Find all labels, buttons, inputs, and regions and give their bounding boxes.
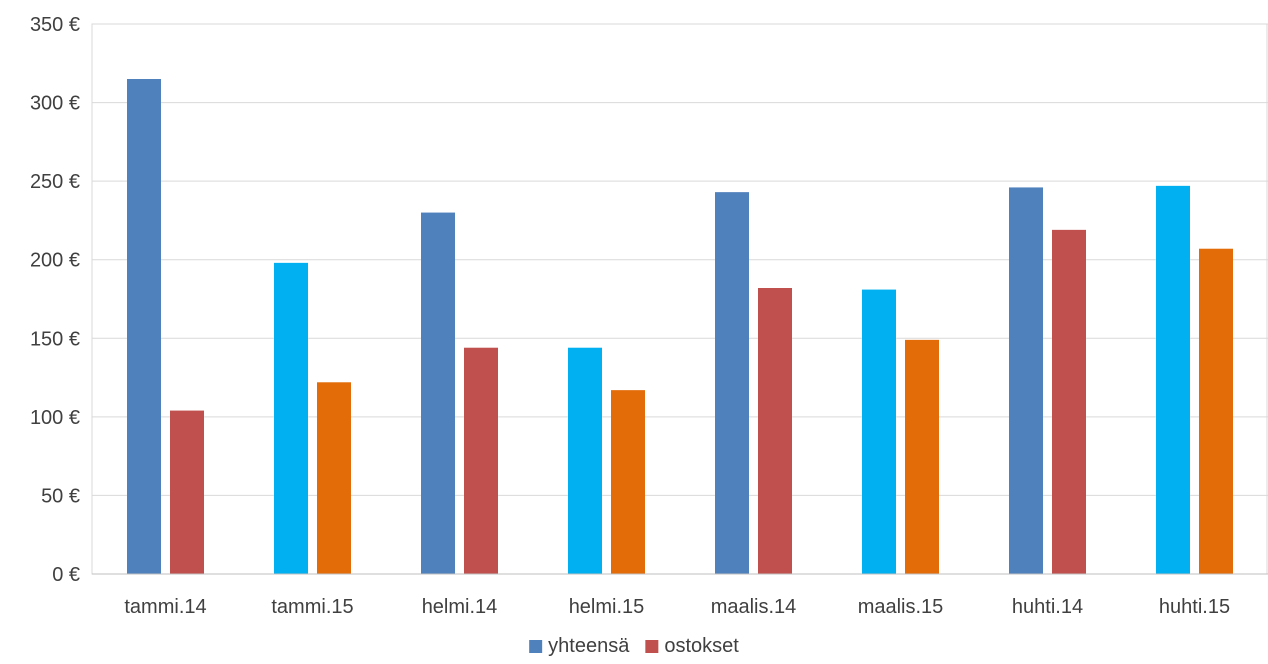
bar-ostokset-huhti.15 [1199,248,1233,574]
legend-swatch-yhteensä [529,640,543,653]
x-tick-label: tammi.14 [124,596,206,618]
bar-ostokset-tammi.14 [170,410,204,574]
bar-ostokset-helmi.14 [464,347,498,574]
y-tick-label: 350 € [30,14,80,36]
y-tick-label: 250 € [30,171,80,193]
bar-yhteensä-helmi.14 [421,212,455,575]
bar-ostokset-tammi.15 [317,382,351,574]
bar-yhteensä-huhti.14 [1009,187,1043,574]
y-tick-label: 150 € [30,328,80,350]
bar-yhteensä-huhti.15 [1156,185,1190,574]
bar-yhteensä-tammi.14 [127,79,161,574]
bar-ostokset-maalis.15 [905,339,939,574]
gridlines [92,23,1268,496]
y-tick-label: 0 € [52,564,80,586]
bar-yhteensä-maalis.15 [862,289,896,574]
legend-label: ostokset [664,635,739,657]
y-tick-label: 300 € [30,93,80,115]
bar-yhteensä-helmi.15 [568,347,602,574]
y-tick-label: 50 € [41,485,80,507]
x-tick-label: maalis.14 [711,596,797,618]
plot-frame [91,23,1268,575]
legend: yhteensä ostokset [529,635,739,657]
bar-yhteensä-maalis.14 [715,192,749,574]
x-axis-tick-labels: tammi.14 tammi.15 helmi.14 helmi.15 maalis.1… [124,596,1230,618]
y-tick-label: 200 € [30,250,80,272]
axes [91,23,1268,575]
x-tick-label: huhti.14 [1012,596,1083,618]
legend-label: yhteensä [548,635,630,657]
x-tick-label: tammi.15 [271,596,353,618]
x-tick-label: huhti.15 [1159,596,1230,618]
y-axis-tick-labels: 0 € 50 € 100 € 150 € 200 € 250 € 300 € 350 € [30,14,80,586]
bars [127,79,1233,575]
bar-ostokset-maalis.14 [758,288,792,574]
bar-yhteensä-tammi.15 [274,262,308,574]
bar-ostokset-helmi.15 [611,390,645,574]
bar-ostokset-huhti.14 [1052,229,1086,574]
x-tick-label: maalis.15 [858,596,944,618]
x-tick-label: helmi.15 [569,596,645,618]
x-tick-label: helmi.14 [422,596,498,618]
legend-swatch-ostokset [645,640,659,653]
y-tick-label: 100 € [30,407,80,429]
